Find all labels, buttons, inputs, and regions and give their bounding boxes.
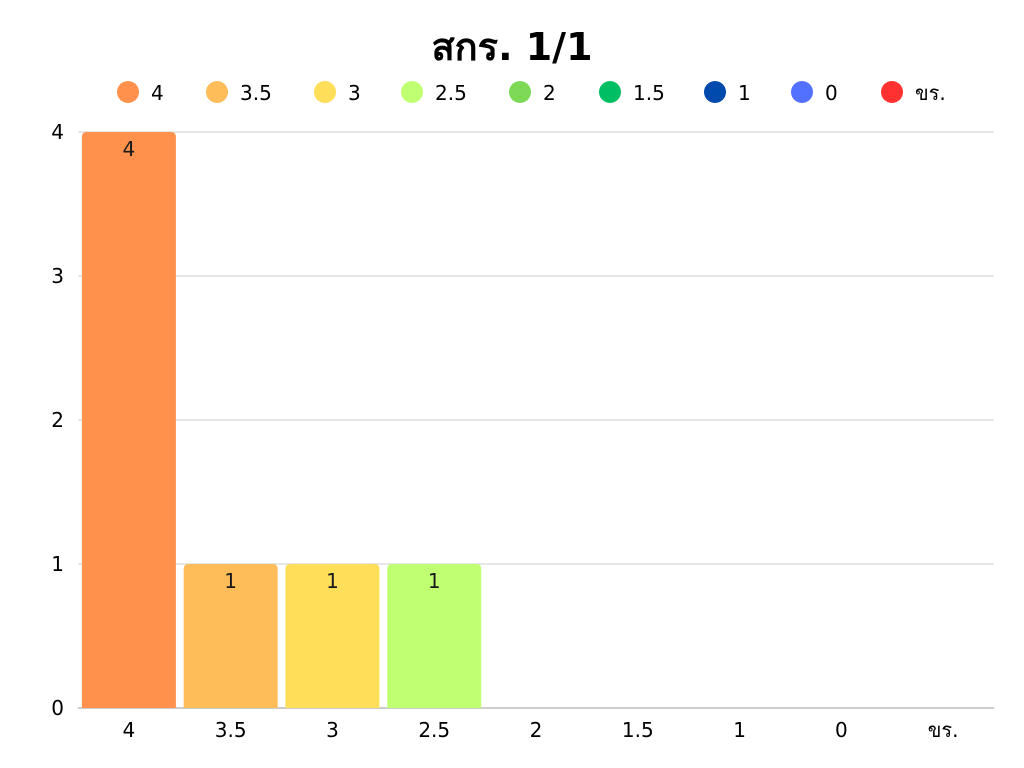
legend-label: 4: [151, 81, 164, 105]
y-tick-label: 3: [51, 264, 64, 288]
legend-label: 3: [348, 81, 361, 105]
data-label: 4: [123, 137, 136, 161]
legend-swatch: [704, 81, 726, 103]
y-tick-label: 1: [51, 552, 64, 576]
legend-label: 1.5: [633, 81, 665, 105]
y-tick-label: 0: [51, 696, 64, 720]
legend-label: 1: [738, 81, 751, 105]
legend-swatch: [791, 81, 813, 103]
x-tick-label: 4: [123, 718, 136, 742]
y-tick-label: 4: [51, 120, 64, 144]
x-tick-label: 3: [326, 718, 339, 742]
legend-swatch: [206, 81, 228, 103]
x-tick-label: 1: [733, 718, 746, 742]
bar: [183, 564, 278, 708]
x-tick-label: 0: [835, 718, 848, 742]
data-label: 1: [224, 569, 237, 593]
legend-label: ขร.: [915, 81, 946, 105]
x-tick-label: 1.5: [622, 718, 654, 742]
legend-label: 2.5: [435, 81, 467, 105]
legend-swatch: [881, 81, 903, 103]
legend-swatch: [401, 81, 423, 103]
x-tick-label: 3.5: [215, 718, 247, 742]
legend-label: 0: [825, 81, 838, 105]
x-tick-label: 2: [530, 718, 543, 742]
bar: [81, 132, 176, 708]
chart-title: สกร. 1/1: [431, 25, 593, 69]
legend-swatch: [117, 81, 139, 103]
legend-swatch: [314, 81, 336, 103]
legend-label: 2: [543, 81, 556, 105]
legend-label: 3.5: [240, 81, 272, 105]
bar: [285, 564, 380, 708]
x-tick-label: 2.5: [418, 718, 450, 742]
data-label: 1: [326, 569, 339, 593]
legend-swatch: [599, 81, 621, 103]
data-label: 1: [428, 569, 441, 593]
y-tick-label: 2: [51, 408, 64, 432]
bar: [387, 564, 482, 708]
x-tick-label: ขร.: [928, 718, 959, 742]
legend-swatch: [509, 81, 531, 103]
